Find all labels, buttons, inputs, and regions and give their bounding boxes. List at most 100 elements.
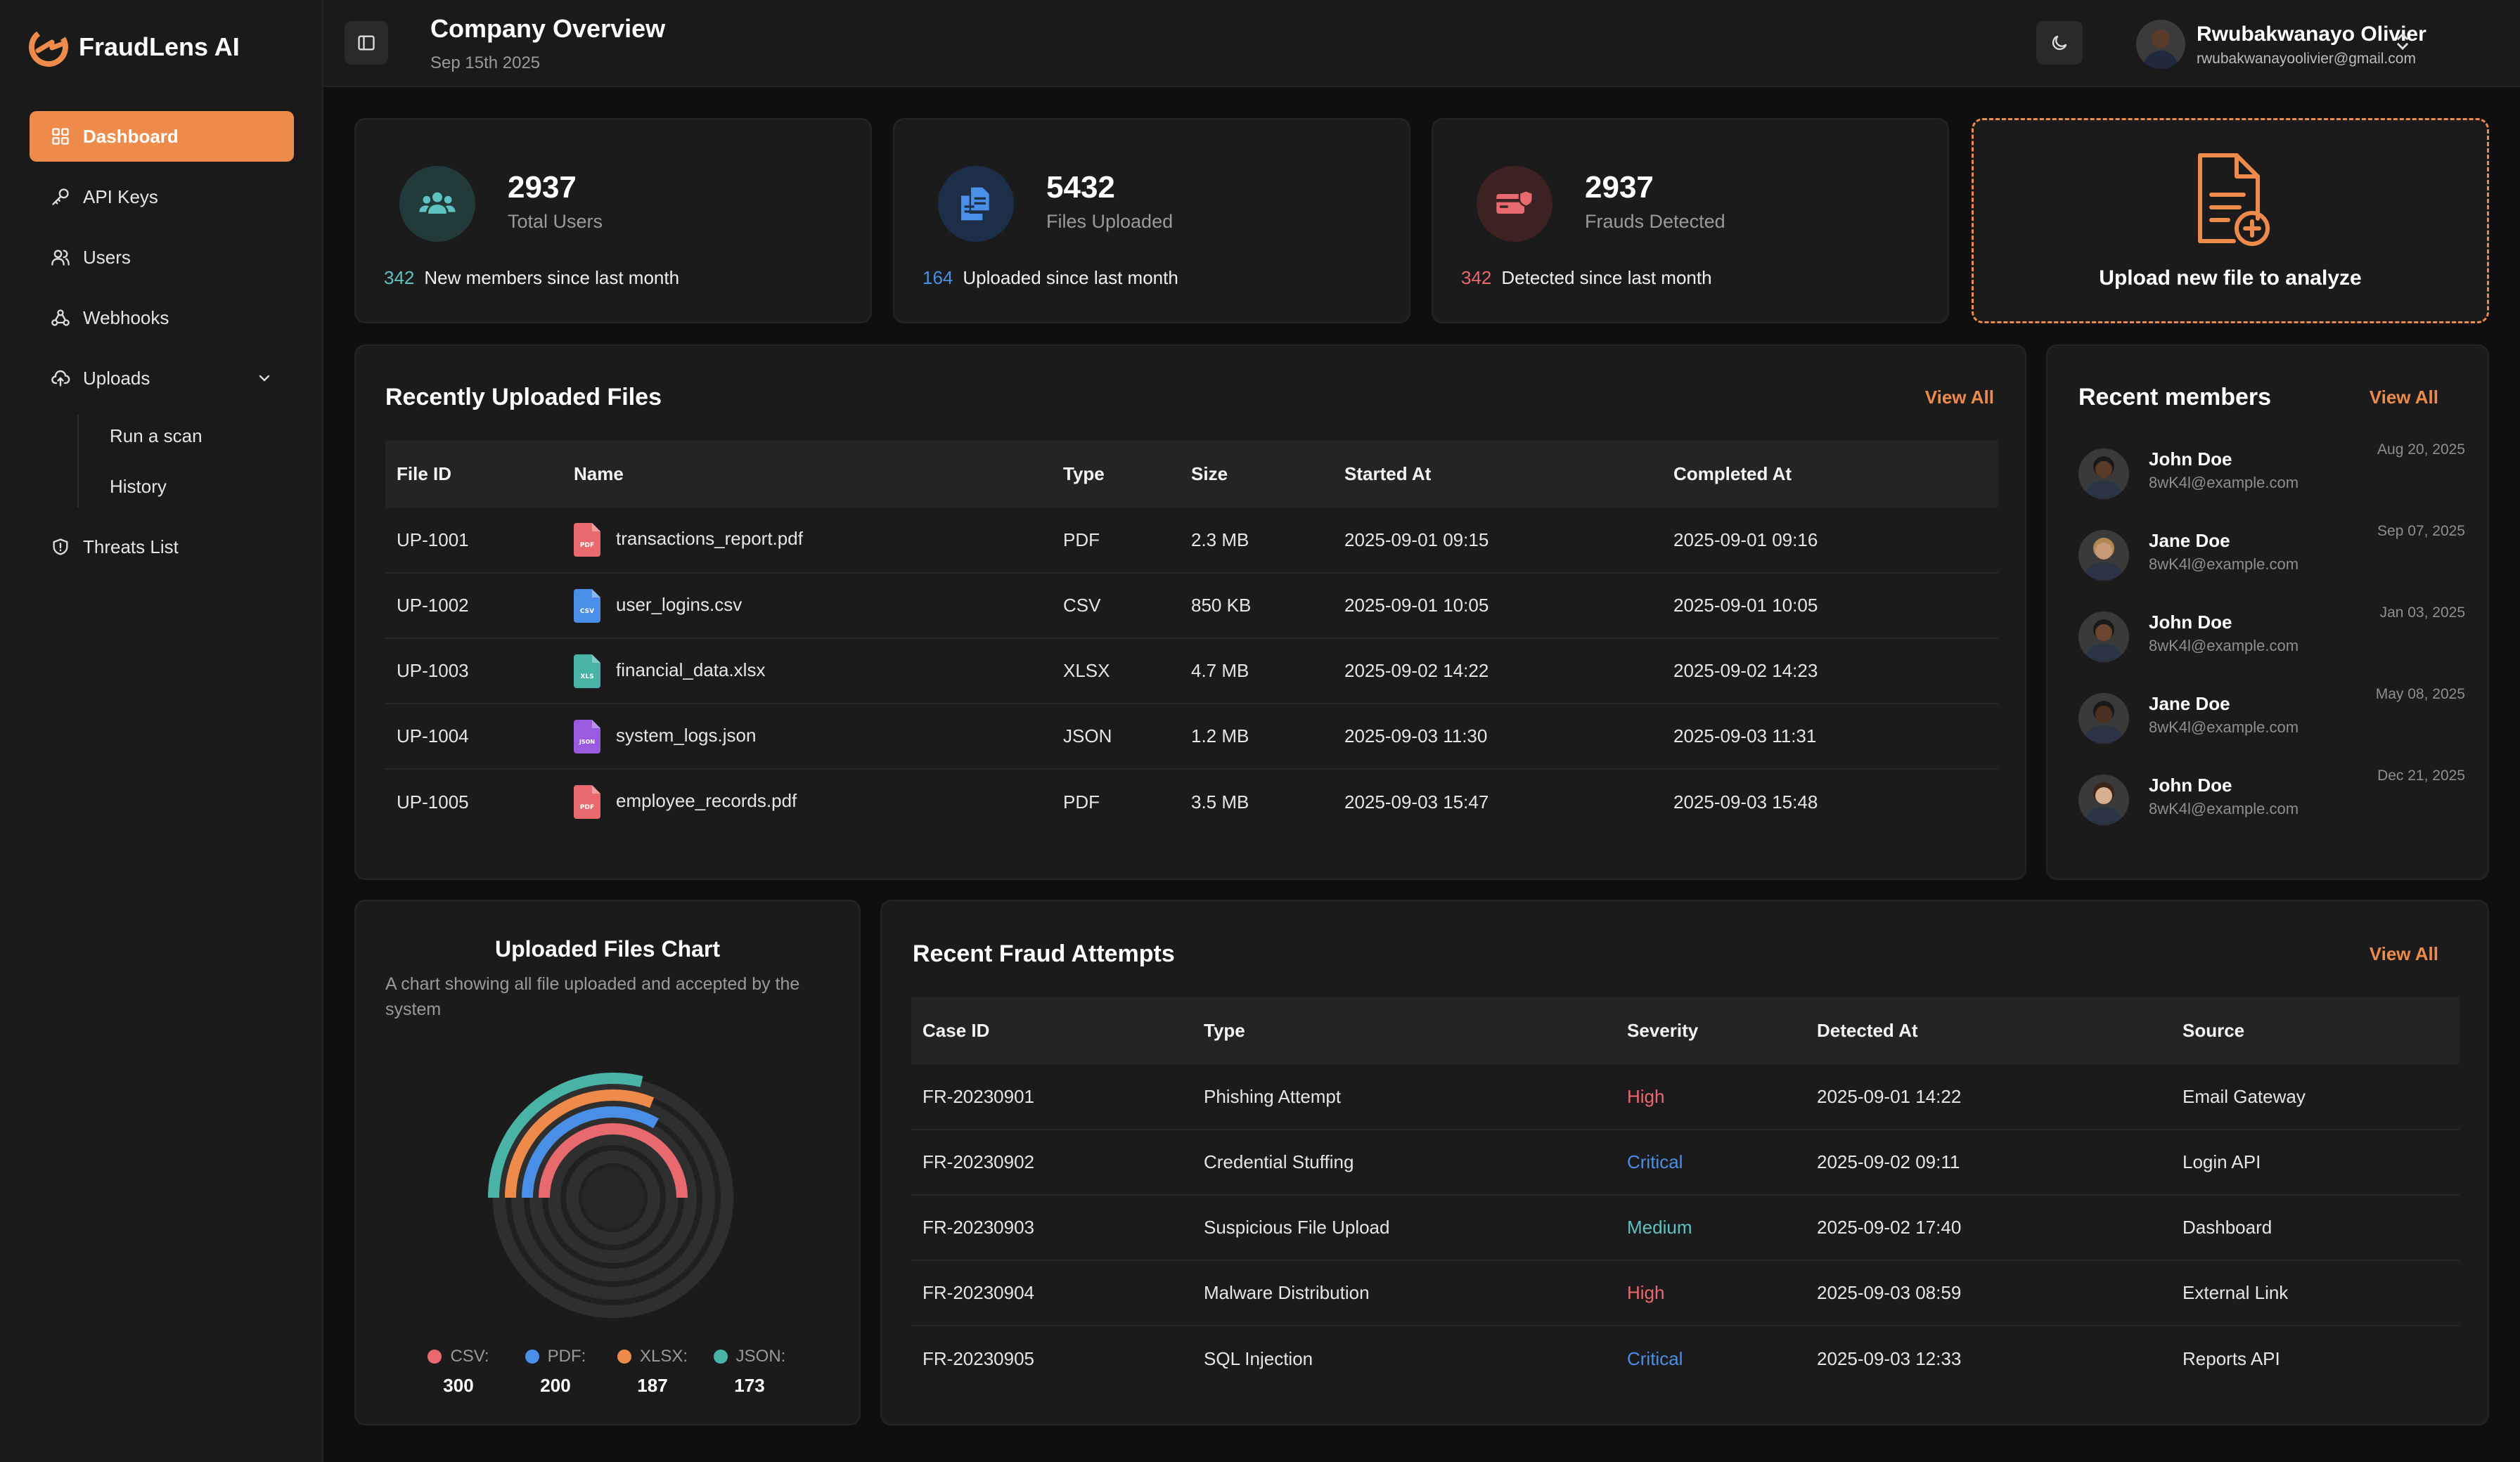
files-view-all-link[interactable]: View All: [1924, 387, 1994, 408]
column-header[interactable]: Type: [1063, 462, 1105, 484]
case-id-cell: FR-20230904: [911, 1260, 1192, 1326]
file-type-icon: CSV: [574, 588, 600, 623]
file-name[interactable]: user_logins.csv: [616, 593, 742, 615]
sidebar-item-threats-list[interactable]: Threats List: [30, 522, 294, 572]
stat-label: Total Users: [508, 211, 603, 232]
upload-file-card[interactable]: Upload new file to analyze: [1972, 118, 2489, 323]
sidebar-subitem-run-scan[interactable]: Run a scan: [110, 425, 202, 446]
detected-at-cell: 2025-09-01 14:22: [1817, 1085, 1962, 1107]
avatar: [2078, 612, 2129, 662]
file-name[interactable]: financial_data.xlsx: [616, 659, 766, 680]
sidebar-item-dashboard[interactable]: Dashboard: [30, 111, 294, 162]
member-name: John Doe: [2149, 612, 2232, 633]
legend-label: PDF:: [547, 1347, 586, 1366]
column-header[interactable]: Case ID: [922, 1019, 990, 1041]
table-row[interactable]: FR-20230902 Credential Stuffing Critical 20…: [911, 1129, 2460, 1195]
sidebar-item-label: Uploads: [83, 367, 150, 389]
table-row[interactable]: UP-1001 PDF transactions_report.pdf PDF 2.3 …: [385, 507, 1998, 573]
radial-bar-pdf[interactable]: [522, 1106, 659, 1198]
upload-label: Upload new file to analyze: [2099, 266, 2362, 290]
fraud-type-cell: SQL Injection: [1192, 1325, 1616, 1391]
fraud-type-cell: Credential Stuffing: [1192, 1129, 1616, 1195]
sidebar-subitem-history[interactable]: History: [110, 475, 167, 497]
avatar: [2078, 775, 2129, 825]
table-row[interactable]: UP-1005 PDF employee_records.pdf PDF 3.5 MB 2…: [385, 768, 1998, 834]
legend-value: 187: [637, 1375, 668, 1396]
file-type-cell: PDF: [1052, 768, 1180, 834]
table-row[interactable]: FR-20230903 Suspicious File Upload Medium 2…: [911, 1194, 2460, 1260]
radial-bar-xlsx[interactable]: [505, 1089, 655, 1198]
file-name[interactable]: system_logs.json: [616, 724, 757, 746]
case-id-cell: FR-20230905: [911, 1325, 1192, 1391]
file-size-cell: 1.2 MB: [1180, 703, 1333, 769]
sidebar-item-webhooks[interactable]: Webhooks: [30, 292, 294, 343]
column-header[interactable]: Detected At: [1817, 1019, 1918, 1041]
stat-delta: 342: [384, 267, 415, 288]
user-menu[interactable]: Rwubakwanayo Olivier rwubakwanayoolivier…: [2136, 17, 2516, 72]
stat-delta-text: New members since last month: [424, 267, 680, 288]
stat-delta-text: Detected since last month: [1501, 267, 1712, 288]
column-header[interactable]: Source: [2182, 1019, 2245, 1041]
theme-toggle-button[interactable]: [2036, 21, 2083, 65]
table-row[interactable]: UP-1002 CSV user_logins.csv CSV 850 KB 2025-0…: [385, 572, 1998, 638]
legend-item-json: JSON: 173: [700, 1347, 799, 1397]
webhook-icon: [51, 309, 70, 326]
list-item[interactable]: Jane Doe 8wK4l@example.com Sep 07, 2025: [2078, 523, 2465, 593]
file-id-cell: UP-1005: [385, 768, 562, 834]
app-logo[interactable]: FraudLens AI: [28, 27, 240, 67]
file-type-icon: JSON: [574, 719, 600, 753]
file-id-cell: UP-1003: [385, 638, 562, 704]
stat-footnote: 342 Detected since last month: [1461, 267, 1712, 289]
documents-icon: [938, 166, 1014, 242]
started-at-cell: 2025-09-01 09:15: [1344, 529, 1489, 550]
member-email: 8wK4l@example.com: [2149, 474, 2299, 491]
sidebar-item-api-keys[interactable]: API Keys: [30, 172, 294, 222]
case-id-cell: FR-20230901: [922, 1085, 1034, 1107]
members-view-all-link[interactable]: View All: [2369, 387, 2438, 408]
legend-item-pdf: PDF: 200: [506, 1347, 605, 1397]
svg-text:CSV: CSV: [580, 608, 594, 615]
list-item[interactable]: Jane Doe 8wK4l@example.com May 08, 2025: [2078, 686, 2465, 756]
sidebar-item-users[interactable]: Users: [30, 232, 294, 283]
legend-item-csv: CSV: 300: [409, 1347, 508, 1397]
radial-bar-csv[interactable]: [539, 1123, 688, 1198]
fraud-type-cell: Malware Distribution: [1192, 1260, 1616, 1326]
severity-cell: High: [1616, 1260, 1806, 1326]
member-email: 8wK4l@example.com: [2149, 637, 2299, 654]
sidebar-item-label: Users: [83, 246, 131, 268]
chevron-up-down-icon[interactable]: [2392, 31, 2413, 52]
table-row[interactable]: UP-1004 JSON system_logs.json JSON 1.2 MB 202…: [385, 703, 1998, 769]
file-name[interactable]: employee_records.pdf: [616, 789, 797, 811]
column-header[interactable]: Completed At: [1673, 462, 1792, 484]
file-name[interactable]: transactions_report.pdf: [616, 527, 803, 549]
sidebar-item-uploads[interactable]: Uploads: [30, 353, 294, 403]
column-header[interactable]: Started At: [1344, 462, 1432, 484]
severity-cell: Medium: [1616, 1194, 1806, 1260]
table-row[interactable]: FR-20230901 Phishing Attempt High 2025-09-0…: [911, 1064, 2460, 1130]
sidebar-toggle-button[interactable]: [345, 21, 388, 65]
radial-bar-json[interactable]: [488, 1073, 643, 1198]
list-item[interactable]: John Doe 8wK4l@example.com Jan 03, 2025: [2078, 604, 2465, 675]
section-title: Recently Uploaded Files: [385, 384, 662, 410]
table-header-row: File ID Name Type Size Started At Comple…: [385, 440, 1998, 507]
table-row[interactable]: FR-20230905 SQL Injection Critical 2025-09-…: [911, 1325, 2460, 1391]
started-at-cell: 2025-09-03 11:30: [1333, 703, 1662, 769]
started-at-cell: 2025-09-03 15:47: [1333, 768, 1662, 834]
column-header[interactable]: Type: [1204, 1019, 1245, 1041]
list-item[interactable]: John Doe 8wK4l@example.com Aug 20, 2025: [2078, 441, 2465, 512]
list-item[interactable]: John Doe 8wK4l@example.com Dec 21, 2025: [2078, 768, 2465, 838]
table-row[interactable]: UP-1003 XLS financial_data.xlsx XLSX 4.7 MB 2…: [385, 638, 1998, 704]
app-name: FraudLens AI: [79, 32, 240, 61]
chart-track-ring: [511, 1096, 715, 1300]
chart-title: Uploaded Files Chart: [494, 936, 721, 962]
column-header[interactable]: Name: [574, 462, 624, 484]
file-size-cell: 2.3 MB: [1191, 529, 1249, 550]
source-cell: Login API: [2171, 1129, 2460, 1195]
column-header[interactable]: Severity: [1627, 1019, 1699, 1041]
table-row[interactable]: FR-20230904 Malware Distribution High 2025-…: [911, 1260, 2460, 1326]
column-header[interactable]: Size: [1191, 462, 1228, 484]
fraud-view-all-link[interactable]: View All: [2369, 943, 2438, 964]
fraud-type-cell: Phishing Attempt: [1204, 1085, 1342, 1107]
uploaded-files-chart-card: Uploaded Files Chart A chart showing all…: [354, 900, 861, 1425]
column-header[interactable]: File ID: [397, 462, 452, 484]
